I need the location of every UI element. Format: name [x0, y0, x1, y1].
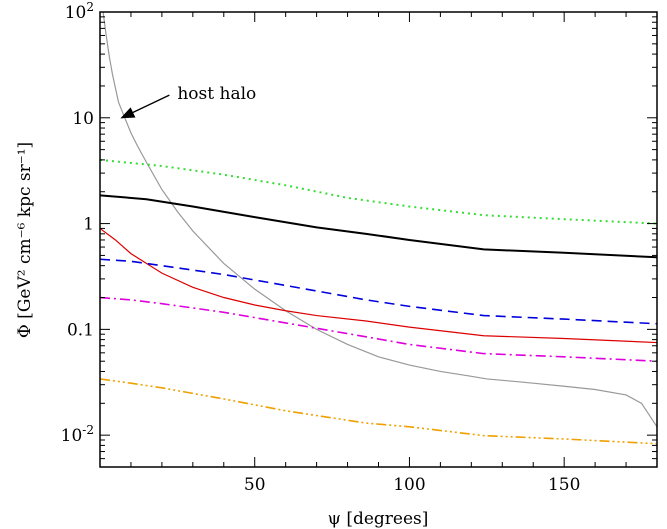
y-tick-label: 10: [72, 109, 94, 129]
y-axis-label: Φ [GeV² cm⁻⁶ kpc sr⁻¹]: [15, 142, 35, 338]
series-line-0: [102, 12, 657, 428]
series-line-6: [100, 378, 657, 445]
series-line-2: [100, 194, 657, 259]
x-tick-label: 100: [393, 475, 425, 495]
series-line-5: [100, 296, 657, 363]
series-line-4: [100, 258, 657, 325]
y-tick-label: 102: [65, 0, 94, 23]
annotation-layer: host halo: [120, 84, 256, 119]
annotation-host-halo: host halo: [177, 84, 256, 104]
y-tick-label: 0.1: [67, 320, 94, 340]
x-tick-label: 150: [548, 475, 580, 495]
x-tick-label: 50: [244, 475, 266, 495]
series-line-3: [100, 227, 657, 344]
x-axis-label: ψ [degrees]: [328, 509, 429, 529]
annotation-arrow: [120, 94, 170, 119]
plot-frame: [99, 11, 658, 468]
series-line-1: [100, 158, 657, 225]
series-layer: [100, 12, 657, 445]
axis-layer: 50 100 150 10-2 0.1 1 10 102: [61, 0, 657, 495]
y-tick-label: 1: [83, 215, 94, 235]
y-tick-label: 10-2: [61, 423, 94, 446]
